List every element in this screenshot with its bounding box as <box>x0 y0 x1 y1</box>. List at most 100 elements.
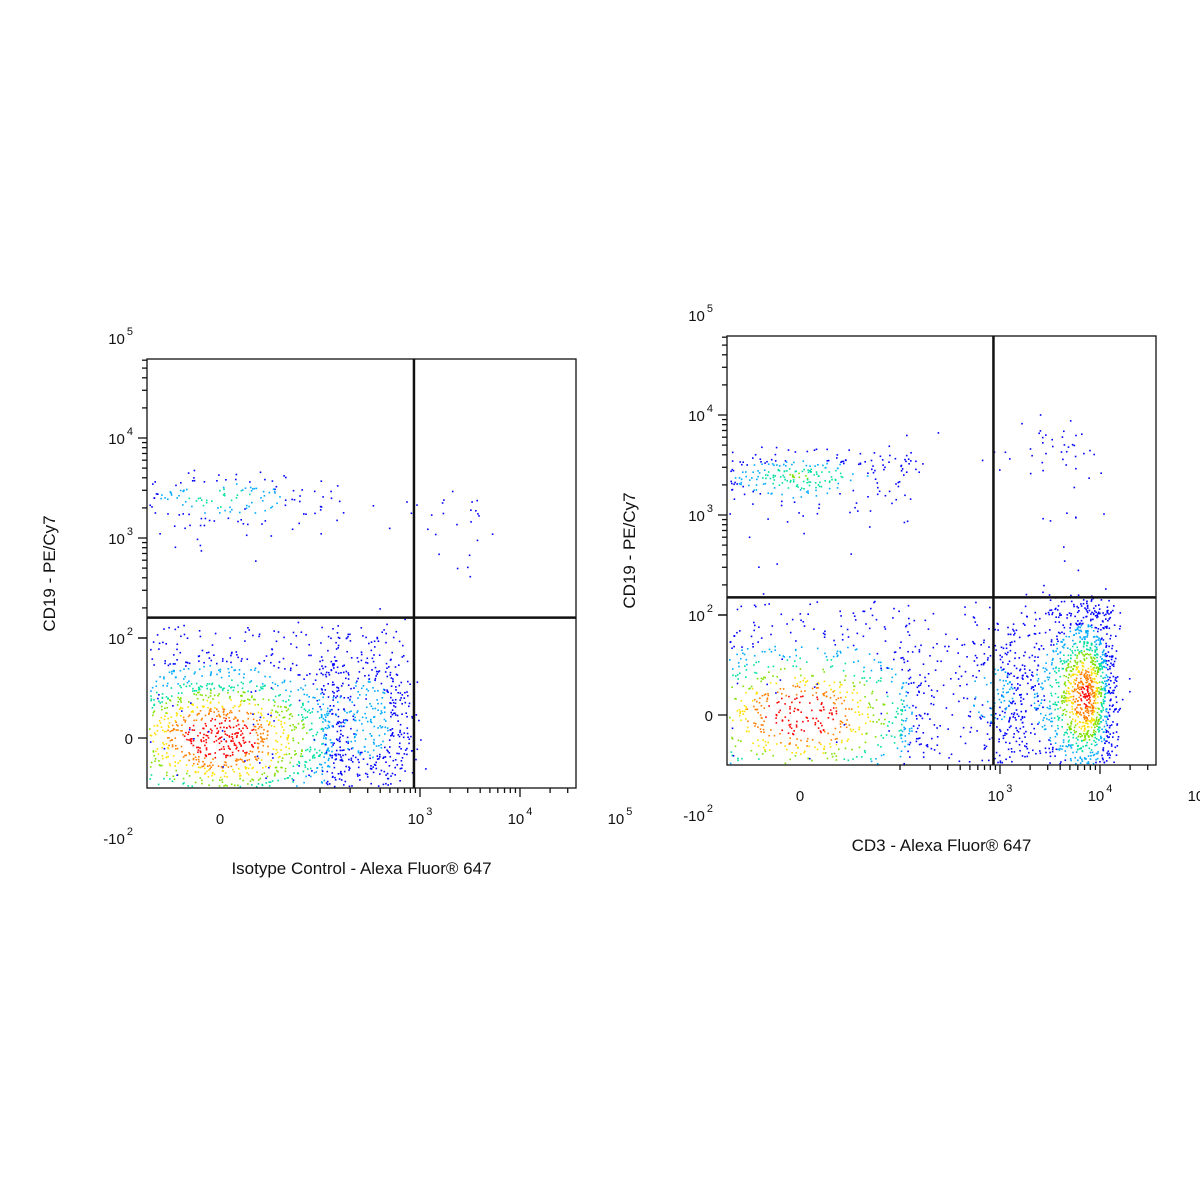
event-point <box>819 722 822 724</box>
event-point <box>802 621 805 623</box>
event-point <box>244 760 246 762</box>
event-point <box>389 746 391 748</box>
event-point <box>168 626 170 629</box>
event-point <box>988 759 990 762</box>
event-point <box>1008 660 1011 663</box>
event-point <box>1086 677 1089 679</box>
event-point <box>285 753 288 756</box>
event-point <box>227 689 229 692</box>
event-point <box>913 619 916 622</box>
event-point <box>1019 669 1021 672</box>
event-point <box>270 725 273 727</box>
event-point <box>823 694 825 697</box>
event-point <box>213 694 216 697</box>
event-point <box>328 671 330 674</box>
event-point <box>835 741 838 743</box>
event-point <box>1070 744 1072 746</box>
event-point <box>364 712 366 715</box>
event-point <box>322 721 324 723</box>
event-point <box>345 719 347 722</box>
event-point <box>192 711 194 713</box>
event-point <box>208 712 210 714</box>
event-point <box>1043 584 1045 587</box>
event-point <box>238 775 241 777</box>
event-point <box>200 740 203 743</box>
event-point <box>337 722 340 725</box>
event-point <box>1057 708 1059 710</box>
event-point <box>1078 623 1081 626</box>
event-point <box>278 714 281 716</box>
event-point <box>811 759 813 762</box>
event-point <box>898 481 901 483</box>
event-point <box>262 767 264 769</box>
event-point <box>1063 734 1065 736</box>
event-point <box>201 649 204 652</box>
event-point <box>1092 702 1095 705</box>
event-point <box>270 716 273 718</box>
event-point <box>1096 673 1099 675</box>
event-point <box>1116 676 1119 678</box>
event-point <box>739 461 741 463</box>
event-point <box>159 533 161 535</box>
event-point <box>398 752 400 755</box>
event-point <box>222 658 224 660</box>
event-point <box>373 738 375 741</box>
event-point <box>332 681 334 684</box>
event-point <box>1081 682 1084 685</box>
event-point <box>295 664 298 667</box>
event-point <box>794 451 797 453</box>
event-point <box>1067 699 1070 702</box>
event-point <box>904 494 906 497</box>
event-point <box>888 490 891 493</box>
event-point <box>271 505 274 508</box>
event-point <box>740 700 743 702</box>
event-point <box>1004 734 1006 736</box>
event-point <box>168 744 170 747</box>
event-point <box>277 631 280 633</box>
event-point <box>1094 615 1097 617</box>
event-point <box>983 662 986 664</box>
event-point <box>383 718 386 721</box>
event-point <box>757 726 759 728</box>
event-point <box>167 664 170 667</box>
event-point <box>1018 744 1021 746</box>
event-point <box>757 661 760 663</box>
event-point <box>1013 712 1016 714</box>
event-point <box>1086 707 1089 710</box>
event-point <box>277 761 279 763</box>
event-point <box>775 682 778 685</box>
event-point <box>809 603 811 606</box>
event-point <box>318 749 321 752</box>
event-point <box>1077 716 1079 718</box>
event-point <box>282 732 285 734</box>
event-point <box>833 694 836 697</box>
event-point <box>1093 672 1096 674</box>
event-point <box>886 712 888 715</box>
event-point <box>1066 512 1068 514</box>
event-point <box>1045 662 1047 664</box>
event-point <box>365 694 367 696</box>
event-point <box>229 710 232 712</box>
event-point <box>1096 682 1099 685</box>
event-point <box>1024 624 1026 626</box>
event-point <box>793 730 795 732</box>
event-point <box>918 714 921 716</box>
event-point <box>321 751 323 754</box>
event-point <box>1079 721 1081 723</box>
event-point <box>816 748 819 751</box>
event-point <box>983 653 986 655</box>
event-point <box>350 759 353 761</box>
event-point <box>219 489 221 492</box>
event-point <box>416 504 418 506</box>
event-point <box>734 477 737 479</box>
event-point <box>803 751 806 754</box>
event-point <box>1032 686 1034 688</box>
event-point <box>169 764 172 767</box>
event-point <box>802 720 804 723</box>
event-point <box>1050 694 1053 697</box>
event-point <box>1095 690 1097 692</box>
event-point <box>822 668 824 671</box>
event-point <box>836 655 838 658</box>
event-point <box>229 637 231 639</box>
event-point <box>859 452 862 455</box>
